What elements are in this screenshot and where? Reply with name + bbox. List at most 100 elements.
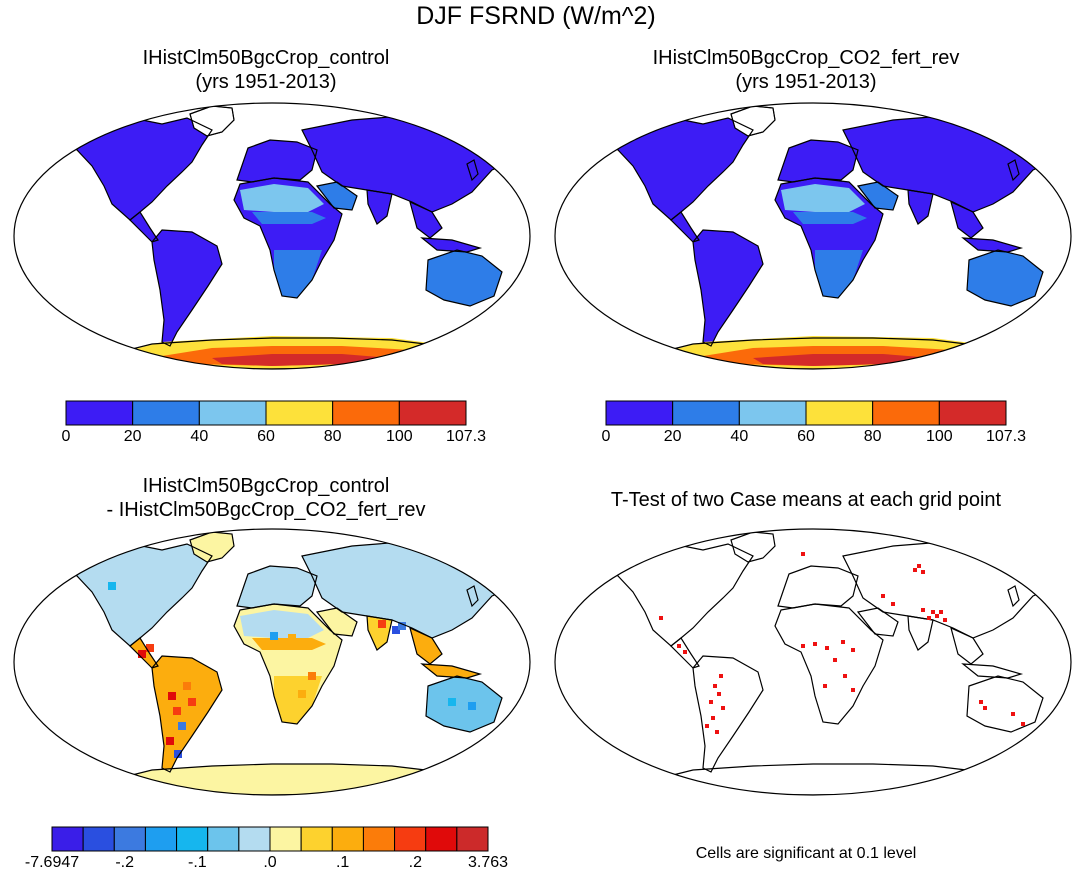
panel-4-significant-cell — [801, 644, 805, 648]
panel-2-new-zealand-coastline — [1048, 299, 1060, 322]
panel-4-significant-cell — [717, 692, 721, 696]
panel-1-se-asia-coastline — [409, 200, 443, 239]
panel-3-map — [13, 528, 531, 796]
panel-3-sahel-belt — [252, 638, 326, 650]
panel-1-arabia-coastline — [315, 181, 358, 211]
panel-4-australia-coastline — [966, 675, 1044, 733]
panel-3-colorbar-swatch — [113, 826, 146, 852]
panel-4-significant-cell — [983, 706, 987, 710]
panel-2-africa-coastline — [774, 177, 884, 299]
panel-2-europe — [778, 140, 858, 182]
panel-3-colorbar-swatch — [51, 826, 84, 852]
panel-3-europe — [237, 566, 317, 608]
panel-2-colorbar-tick-label: 60 — [797, 428, 815, 445]
panel-1-australia — [426, 250, 502, 306]
panel-2-title-line2: (yrs 1951-2013) — [735, 71, 877, 93]
panel-2-central-america — [671, 212, 699, 242]
panel-3-india-coastline — [366, 615, 393, 651]
panel-1-colorbar-swatch — [198, 400, 267, 426]
panel-4-africa-coastline — [774, 603, 884, 725]
panel-4-significant-cell — [979, 700, 983, 704]
panel-2-se-asia — [951, 202, 983, 238]
panel-3-arabia-coastline — [315, 607, 358, 637]
panel-3-anomaly-cell — [270, 632, 278, 640]
main-title: DJF FSRND (W/m^2) — [416, 2, 656, 30]
panel-4-south-america-coastline — [692, 655, 764, 773]
panel-3-new-zealand-coastline — [507, 725, 519, 748]
panel-3-colorbar-tick-label: -.1 — [187, 854, 207, 871]
panel-3-anomaly-cell — [378, 620, 386, 628]
panel-4-significant-cell — [851, 688, 855, 692]
panel-3-colorbar-swatch — [144, 826, 178, 852]
panel-1-colorbar-swatch — [132, 400, 200, 426]
panel-1-india-coastline — [366, 189, 393, 225]
panel-2-map — [554, 102, 1072, 370]
panel-3-anomaly-cell — [298, 690, 306, 698]
panel-4-globe-background — [555, 529, 1071, 795]
panel-1-north-america — [52, 118, 212, 220]
panel-4-arabia-coastline — [856, 607, 899, 637]
panel-3-title-line2: - IHistClm50BgcCrop_CO2_fert_rev — [106, 499, 426, 521]
panel-3-greenland — [190, 532, 234, 562]
panel-3-indonesia-coastline — [420, 663, 483, 679]
panel-1-australia-coastline — [425, 249, 503, 307]
panel-1-globe-outline — [13, 102, 531, 370]
panel-2-colorbar-swatch — [872, 400, 940, 426]
panel-3-anomaly-cell — [138, 650, 146, 658]
panel-1-colorbar-swatch — [332, 400, 400, 426]
panel-1-colorbar-swatch — [398, 400, 467, 426]
panel-3-anomaly-cell — [108, 582, 116, 590]
significance-note: Cells are significant at 0.1 level — [695, 845, 917, 862]
panel-4-significant-cell — [913, 568, 917, 572]
panel-1-new-zealand-coastline — [507, 299, 519, 322]
panel-4-significant-cell — [917, 564, 921, 568]
panel-3-globe-outline — [13, 528, 531, 796]
panel-1-africa-coastline — [233, 177, 343, 299]
panel-3-anomaly-cell — [398, 622, 406, 630]
panel-3-anomaly-cell — [173, 707, 181, 715]
panel-4-significant-cell — [851, 648, 855, 652]
panel-3-africa-coastline — [233, 603, 343, 725]
panel-3-north-america — [52, 544, 212, 646]
panel-3-anomaly-cell — [448, 698, 456, 706]
panel-2-se-asia-coastline — [950, 200, 984, 239]
panel-1-title-line2: (yrs 1951-2013) — [195, 71, 337, 93]
panel-3-australia-coastline — [425, 675, 503, 733]
panel-4-significant-cell — [931, 610, 935, 614]
panel-3-colorbar-swatch — [238, 826, 271, 852]
panel-4-significant-cell — [921, 608, 925, 612]
panel-4-significant-cell — [721, 706, 725, 710]
panel-1-north-america-coastline — [51, 117, 213, 221]
panel-4-significant-cell — [921, 570, 925, 574]
panel-1-colorbar-swatch — [265, 400, 334, 426]
panel-3-colorbar-swatch — [269, 826, 302, 852]
panel-2-colorbar-swatch — [738, 400, 807, 426]
panel-1-map — [13, 102, 531, 370]
panel-2-south-america-coastline — [692, 229, 764, 347]
panel-3-colorbar-tick-label: 3.763 — [467, 854, 509, 871]
panel-1-southern-africa — [274, 250, 322, 298]
panel-3-colorbar-tick-label: .0 — [263, 854, 277, 871]
panel-1-colorbar — [65, 400, 467, 426]
panel-3-colorbar-tick-label: -7.6947 — [24, 854, 80, 871]
panel-3-colorbar-swatch — [82, 826, 115, 852]
panel-4-title: T-Test of two Case means at each grid po… — [556, 488, 1056, 512]
panel-2-australia — [967, 250, 1043, 306]
panel-4-significant-cell — [1011, 712, 1015, 716]
panel-3-anomaly-cell — [158, 672, 166, 680]
panel-4-indonesia-coastline — [961, 663, 1024, 679]
panel-3-japan-coastline — [466, 585, 479, 608]
panel-4-significant-cell — [705, 724, 709, 728]
panel-1-central-america — [130, 212, 158, 242]
panel-2-southern-africa — [815, 250, 863, 298]
panel-3-colorbar-tick-label: .2 — [408, 854, 422, 871]
panel-3-colorbar-swatch — [207, 826, 240, 852]
panel-3-south-america-coastline — [151, 655, 223, 773]
panel-4-significant-cell — [709, 700, 713, 704]
panel-2-colorbar-tick-label: 40 — [730, 428, 749, 445]
panel-4-central-america-coastline — [670, 637, 700, 669]
panel-3-anomaly-cell — [178, 722, 186, 730]
panel-2-new-zealand — [1049, 300, 1059, 320]
panel-2-north-america — [593, 118, 753, 220]
panel-3-anomaly-cell — [183, 682, 191, 690]
